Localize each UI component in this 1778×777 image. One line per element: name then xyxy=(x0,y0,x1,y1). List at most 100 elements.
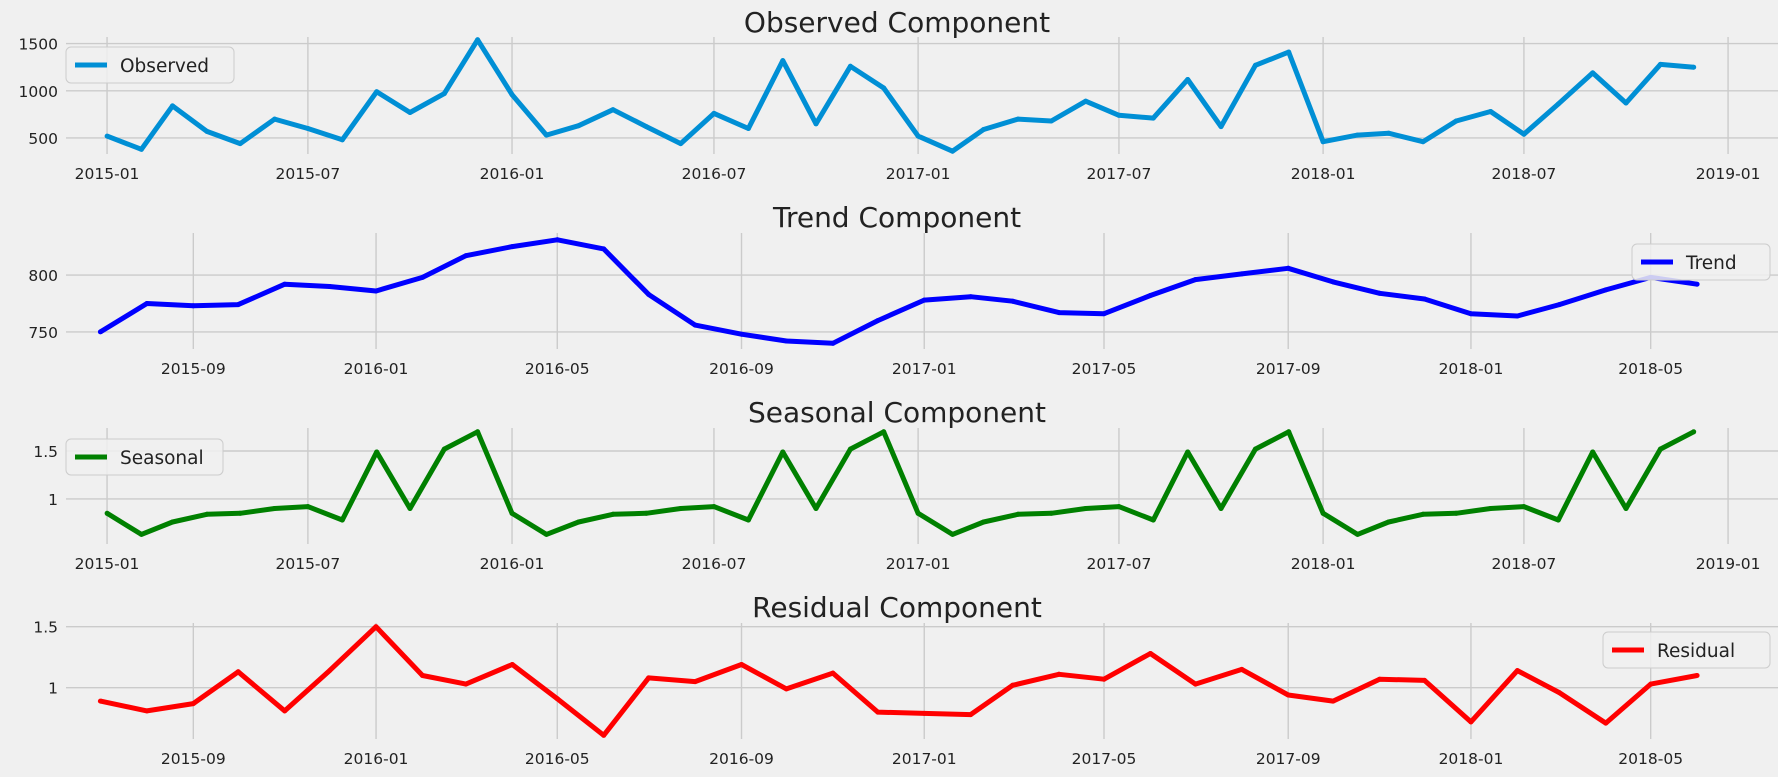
residual-data-point xyxy=(783,686,789,692)
observed-data-point xyxy=(745,126,751,131)
residual-data-point xyxy=(420,673,425,678)
residual-data-point xyxy=(1239,666,1245,672)
residual-data-point xyxy=(1101,676,1107,682)
trend-component-x-tick-label: 2018-01 xyxy=(1439,360,1504,378)
trend-data-point xyxy=(235,302,241,308)
trend-legend-label: Trend xyxy=(1685,253,1737,274)
seasonal-data-point xyxy=(475,429,481,435)
seasonal-data-point xyxy=(1623,506,1629,511)
trend-component-x-tick-label: 2017-05 xyxy=(1072,360,1137,378)
observed-data-point xyxy=(1691,64,1697,70)
trend-data-point xyxy=(327,284,333,289)
residual-component-x-tick-label: 2017-09 xyxy=(1256,750,1321,768)
observed-component-x-tick-label: 2018-01 xyxy=(1291,165,1356,183)
seasonal-component-x-tick-label: 2016-01 xyxy=(480,555,545,573)
seasonal-component-x-tick-label: 2015-01 xyxy=(75,555,140,573)
trend-data-point xyxy=(875,318,881,324)
observed-legend-label: Observed xyxy=(120,56,209,77)
seasonal-data-point xyxy=(881,429,887,435)
residual-data-point xyxy=(646,675,652,681)
observed-data-point xyxy=(1488,109,1494,114)
residual-data-point xyxy=(1285,692,1291,698)
observed-data-point xyxy=(1453,118,1459,124)
observed-component-x-tick-label: 2015-01 xyxy=(75,165,140,183)
seasonal-data-point xyxy=(1590,449,1596,455)
residual-component-panel: Residual Component 2015-09 2016-01 2016-05 2… xyxy=(33,591,1778,768)
seasonal-data-point xyxy=(1083,506,1089,511)
observed-data-point xyxy=(1386,130,1392,136)
observed-data-point xyxy=(339,137,345,143)
observed-data-point xyxy=(610,107,616,113)
residual-data-point xyxy=(1056,671,1062,677)
seasonal-data-point xyxy=(1355,531,1360,537)
observed-data-point xyxy=(204,128,210,134)
observed-data-point xyxy=(1185,77,1191,82)
trend-data-point xyxy=(830,340,836,346)
seasonal-component-x-tick-label: 2018-07 xyxy=(1492,555,1557,573)
trend-data-point xyxy=(692,322,698,328)
trend-data-point xyxy=(1377,290,1383,296)
trend-data-point xyxy=(144,301,150,306)
seasonal-data-point xyxy=(1185,449,1191,455)
residual-component-x-tick-label: 2018-01 xyxy=(1439,750,1504,768)
seasonal-data-point xyxy=(1048,510,1054,516)
seasonal-data-point xyxy=(1320,510,1326,516)
residual-data-point xyxy=(373,624,379,630)
residual-component-x-tick-label: 2017-05 xyxy=(1072,750,1137,768)
trend-data-point xyxy=(1010,298,1016,304)
observed-data-point xyxy=(170,103,175,109)
seasonal-component-x-tick-label: 2018-01 xyxy=(1291,555,1356,573)
seasonal-data-point xyxy=(374,449,380,455)
trend-data-point xyxy=(1422,296,1427,302)
trend-data-point xyxy=(1514,313,1520,319)
observed-data-point xyxy=(272,116,278,122)
observed-data-point xyxy=(711,110,717,116)
trend-data-point xyxy=(739,331,744,337)
trend-component-x-tick-label: 2016-01 xyxy=(344,360,409,378)
residual-data-point xyxy=(921,710,927,716)
seasonal-data-point xyxy=(576,519,582,525)
trend-data-point xyxy=(420,274,425,280)
residual-data-point xyxy=(692,679,698,685)
observed-component-legend-box xyxy=(65,46,235,84)
seasonal-data-point xyxy=(1218,506,1224,511)
observed-series-line xyxy=(106,37,1694,154)
seasonal-data-point xyxy=(1015,511,1021,517)
trend-data-point xyxy=(1285,265,1291,271)
seasonal-data-point xyxy=(745,517,751,523)
residual-data-point xyxy=(97,698,103,704)
seasonal-component-x-tick-label: 2019-01 xyxy=(1696,555,1761,573)
seasonal-legend-label: Seasonal xyxy=(120,448,204,469)
residual-data-point xyxy=(1422,677,1427,683)
observed-data-point xyxy=(950,148,955,154)
observed-data-point xyxy=(1623,100,1629,106)
residual-data-point xyxy=(509,662,515,667)
observed-data-point xyxy=(305,126,311,131)
observed-component-legend: Observed xyxy=(65,46,235,84)
trend-data-point xyxy=(921,297,927,303)
trend-data-point xyxy=(1147,293,1153,298)
seasonal-data-point xyxy=(678,506,684,511)
trend-data-point xyxy=(783,338,789,344)
observed-component-x-tick-label: 2015-07 xyxy=(275,165,340,183)
seasonal-data-point xyxy=(813,506,819,511)
observed-data-point xyxy=(678,141,684,147)
residual-component-x-tick-label: 2016-09 xyxy=(709,750,774,768)
observed-data-point xyxy=(1657,61,1663,67)
residual-component-x-tick-label: 2018-05 xyxy=(1618,750,1683,768)
trend-component-title: Trend Component xyxy=(772,201,1021,234)
trend-data-point xyxy=(1192,277,1198,283)
residual-data-point xyxy=(190,701,196,707)
seasonal-data-point xyxy=(441,446,447,452)
seasonal-data-point xyxy=(104,510,110,516)
observed-component-y-tick-label: 500 xyxy=(28,130,58,148)
residual-data-point xyxy=(1147,651,1153,656)
seasonal-data-point xyxy=(1252,446,1258,452)
observed-component-x-tick-label: 2017-07 xyxy=(1087,165,1152,183)
seasonal-data-point xyxy=(237,510,243,516)
seasonal-data-point xyxy=(543,531,549,537)
residual-component-y-tick-label: 1 xyxy=(48,680,58,698)
seasonal-data-point xyxy=(981,519,987,525)
trend-data-point xyxy=(968,294,974,300)
observed-component-x-tick-label: 2017-01 xyxy=(886,165,951,183)
